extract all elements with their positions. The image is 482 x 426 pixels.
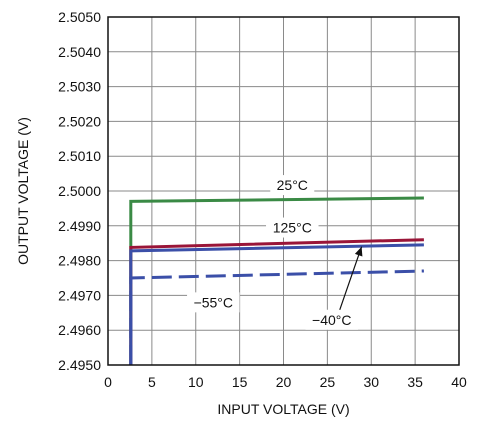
y-tick-label: 2.4960 (58, 322, 101, 338)
x-tick-label: 20 (276, 374, 292, 390)
y-tick-label: 2.4990 (58, 218, 101, 234)
series-lines (129, 196, 424, 365)
y-axis-title: OUTPUT VOLTAGE (V) (15, 117, 31, 265)
x-tick-label: 10 (188, 374, 204, 390)
x-axis-title: INPUT VOLTAGE (V) (217, 401, 349, 417)
x-tick-label: 5 (148, 374, 156, 390)
series-label-bg (270, 175, 315, 196)
series-label-bg (266, 217, 319, 238)
label-arrow-head (354, 246, 363, 257)
y-tick-label: 2.4950 (58, 357, 101, 373)
y-tick-label: 2.5030 (58, 79, 101, 95)
series-label: 25°C (277, 177, 308, 193)
series-line (129, 243, 424, 365)
series-labels: 25°C 125°C −55°C −40°C (187, 175, 363, 330)
y-tick-label: 2.5040 (58, 44, 101, 60)
x-tick-label: 25 (320, 374, 336, 390)
y-tick-label: 2.5000 (58, 183, 101, 199)
x-tick-label: 30 (363, 374, 379, 390)
series-label: −40°C (312, 312, 351, 328)
series-label-bg (305, 309, 359, 330)
x-tick-label: 15 (232, 374, 248, 390)
y-tick-label: 2.5050 (58, 9, 101, 25)
y-tick-label: 2.5020 (58, 113, 101, 129)
plot-frame (107, 16, 460, 366)
x-tick-label: 35 (407, 374, 423, 390)
series-label: −55°C (194, 294, 233, 310)
y-tick-label: 2.5010 (58, 148, 101, 164)
x-tick-label: 40 (451, 374, 467, 390)
series-label: 125°C (273, 220, 312, 236)
label-arrow-line (339, 246, 363, 310)
y-tick-labels: 2.4950 2.4960 2.4970 2.4980 2.4990 2.5000 2.50… (58, 9, 101, 373)
series-line (129, 269, 424, 365)
y-tick-label: 2.4980 (58, 253, 101, 269)
x-tick-labels: 0 5 10 15 20 25 30 35 40 (104, 374, 467, 390)
series-line (129, 238, 424, 365)
y-tick-label: 2.4970 (58, 287, 101, 303)
x-tick-label: 0 (104, 374, 112, 390)
series-label-bg (187, 292, 240, 313)
